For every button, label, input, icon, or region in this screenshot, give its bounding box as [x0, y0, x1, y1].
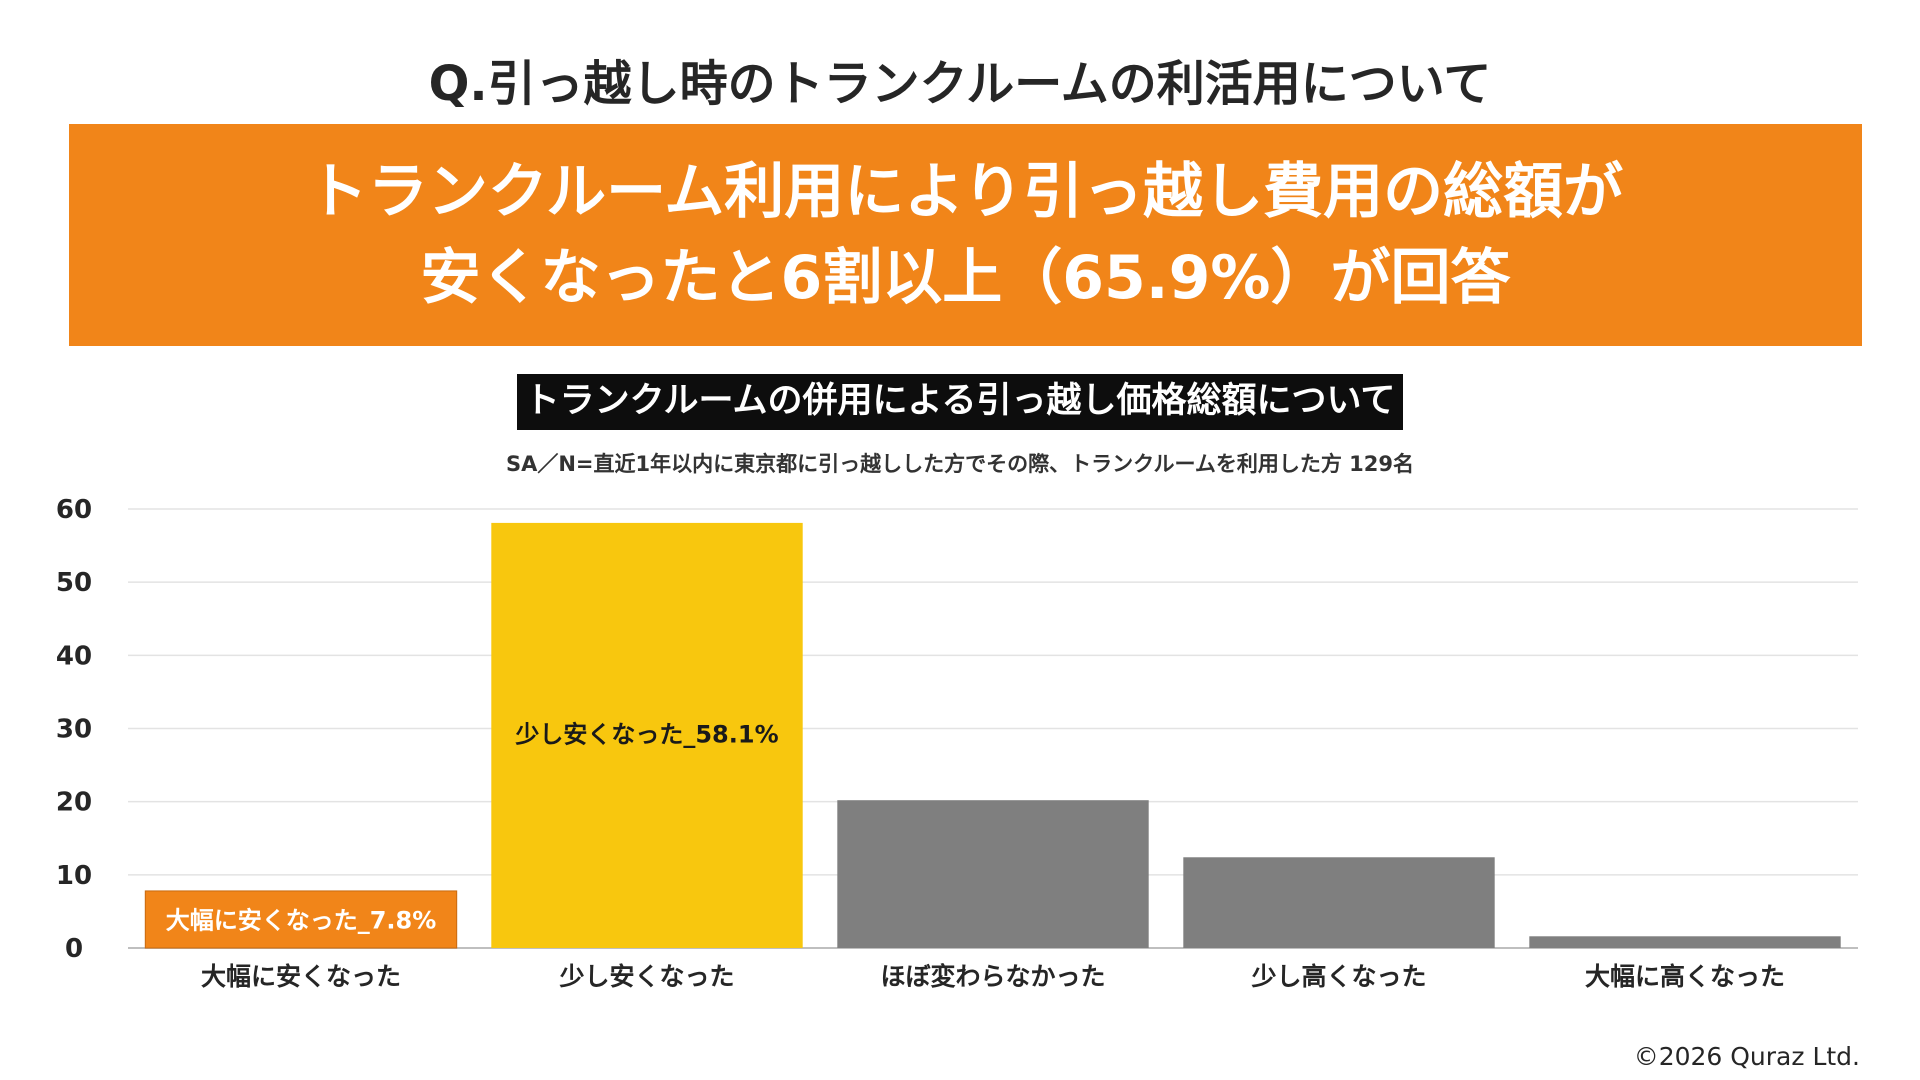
x-category-label: ほぼ変わらなかった — [880, 962, 1105, 991]
headline-line-1: トランクルーム利用により引っ越し費用の総額が — [307, 157, 1624, 227]
x-category-label: 少し安くなった — [558, 962, 734, 991]
y-tick-label: 30 — [56, 715, 92, 745]
chart-subtitle: SA／N=直近1年以内に東京都に引っ越しした方でその際、トランクルームを利用した… — [505, 452, 1415, 476]
copyright: ©2026 Quraz Ltd. — [1633, 1042, 1860, 1071]
bar — [144, 890, 458, 949]
question-title: Q.引っ越し時のトランクルームの利活用について — [428, 56, 1492, 112]
y-tick-label: 60 — [56, 495, 92, 525]
x-category-label: 大幅に安くなった — [201, 962, 401, 991]
chart-title-wrap: トランクルームの併用による引っ越し価格総額について — [0, 374, 1920, 430]
bar — [1529, 936, 1841, 948]
y-tick-label: 50 — [56, 568, 92, 598]
headline-banner: トランクルーム利用により引っ越し費用の総額が 安くなったと6割以上（65.9%）… — [69, 124, 1862, 346]
bar-chart: 0 10 20 30 40 50 60 大幅に安くなった 大幅に安くなった_7.8% 少し安くなっ… — [56, 495, 1858, 991]
bar — [491, 522, 803, 948]
y-tick-label: 40 — [56, 641, 92, 671]
headline-line-2: 安くなったと6割以上（65.9%）が回答 — [420, 243, 1511, 313]
y-tick-label: 20 — [56, 788, 92, 818]
x-category-label: 少し高くなった — [1250, 962, 1426, 991]
bar — [1183, 857, 1495, 948]
y-tick-label: 10 — [56, 861, 92, 891]
y-tick-label: 0 — [65, 934, 83, 964]
x-category-label: 大幅に高くなった — [1585, 962, 1785, 991]
bar — [837, 800, 1149, 948]
chart-title: トランクルームの併用による引っ越し価格総額について — [516, 374, 1404, 430]
bar-data-label: 大幅に安くなった_7.8% — [166, 906, 437, 934]
bar-data-label: 少し安くなった_58.1% — [514, 721, 778, 749]
